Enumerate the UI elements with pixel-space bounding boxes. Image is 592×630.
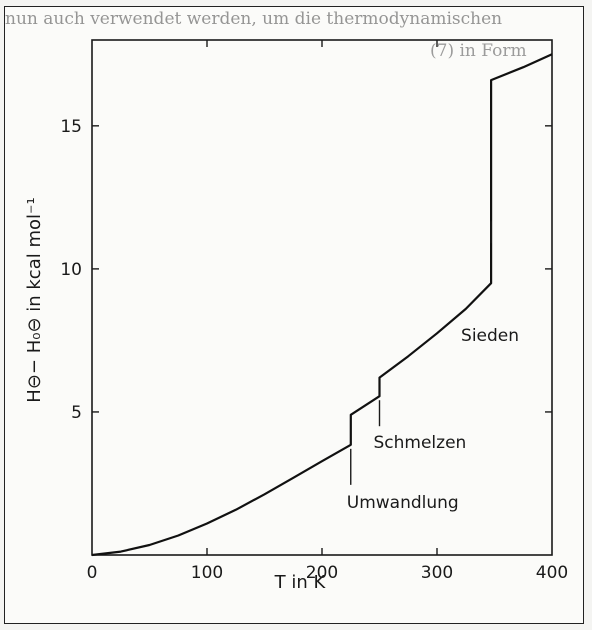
y-tick-label: 5: [71, 403, 82, 423]
x-tick-label: 300: [421, 563, 453, 583]
x-tick-label: 400: [536, 563, 568, 583]
x-tick-label: 0: [87, 563, 98, 583]
annotation-label: Schmelzen: [374, 433, 467, 453]
y-axis-title: H⊖− H₀⊖ in kcal mol⁻¹: [24, 197, 45, 402]
series-line: [91, 53, 553, 557]
annotation-label: Sieden: [461, 326, 519, 346]
header-line-1: nun auch verwendet werden, um die thermo…: [5, 9, 503, 29]
x-tick-label: 100: [191, 563, 223, 583]
y-tick-label: 15: [60, 117, 82, 137]
curve-annotations: Umwandlung Schmelzen Sieden: [347, 221, 519, 513]
figure-frame: nun auch verwendet werden, um die thermo…: [4, 6, 584, 624]
plot-area-frame: [91, 39, 553, 556]
y-tick-label: 10: [60, 260, 82, 280]
axis-tick-labels: 0 100 200 300 400 5 10 15: [60, 117, 568, 583]
x-axis-title: T in K: [274, 572, 327, 593]
axis-ticks: [92, 40, 552, 555]
header-line-2: (7) in Form: [430, 41, 527, 61]
annotation-label: Umwandlung: [347, 493, 459, 513]
x-tick-label: 200: [306, 563, 338, 583]
header-text-fragments: nun auch verwendet werden, um die thermo…: [5, 7, 583, 67]
